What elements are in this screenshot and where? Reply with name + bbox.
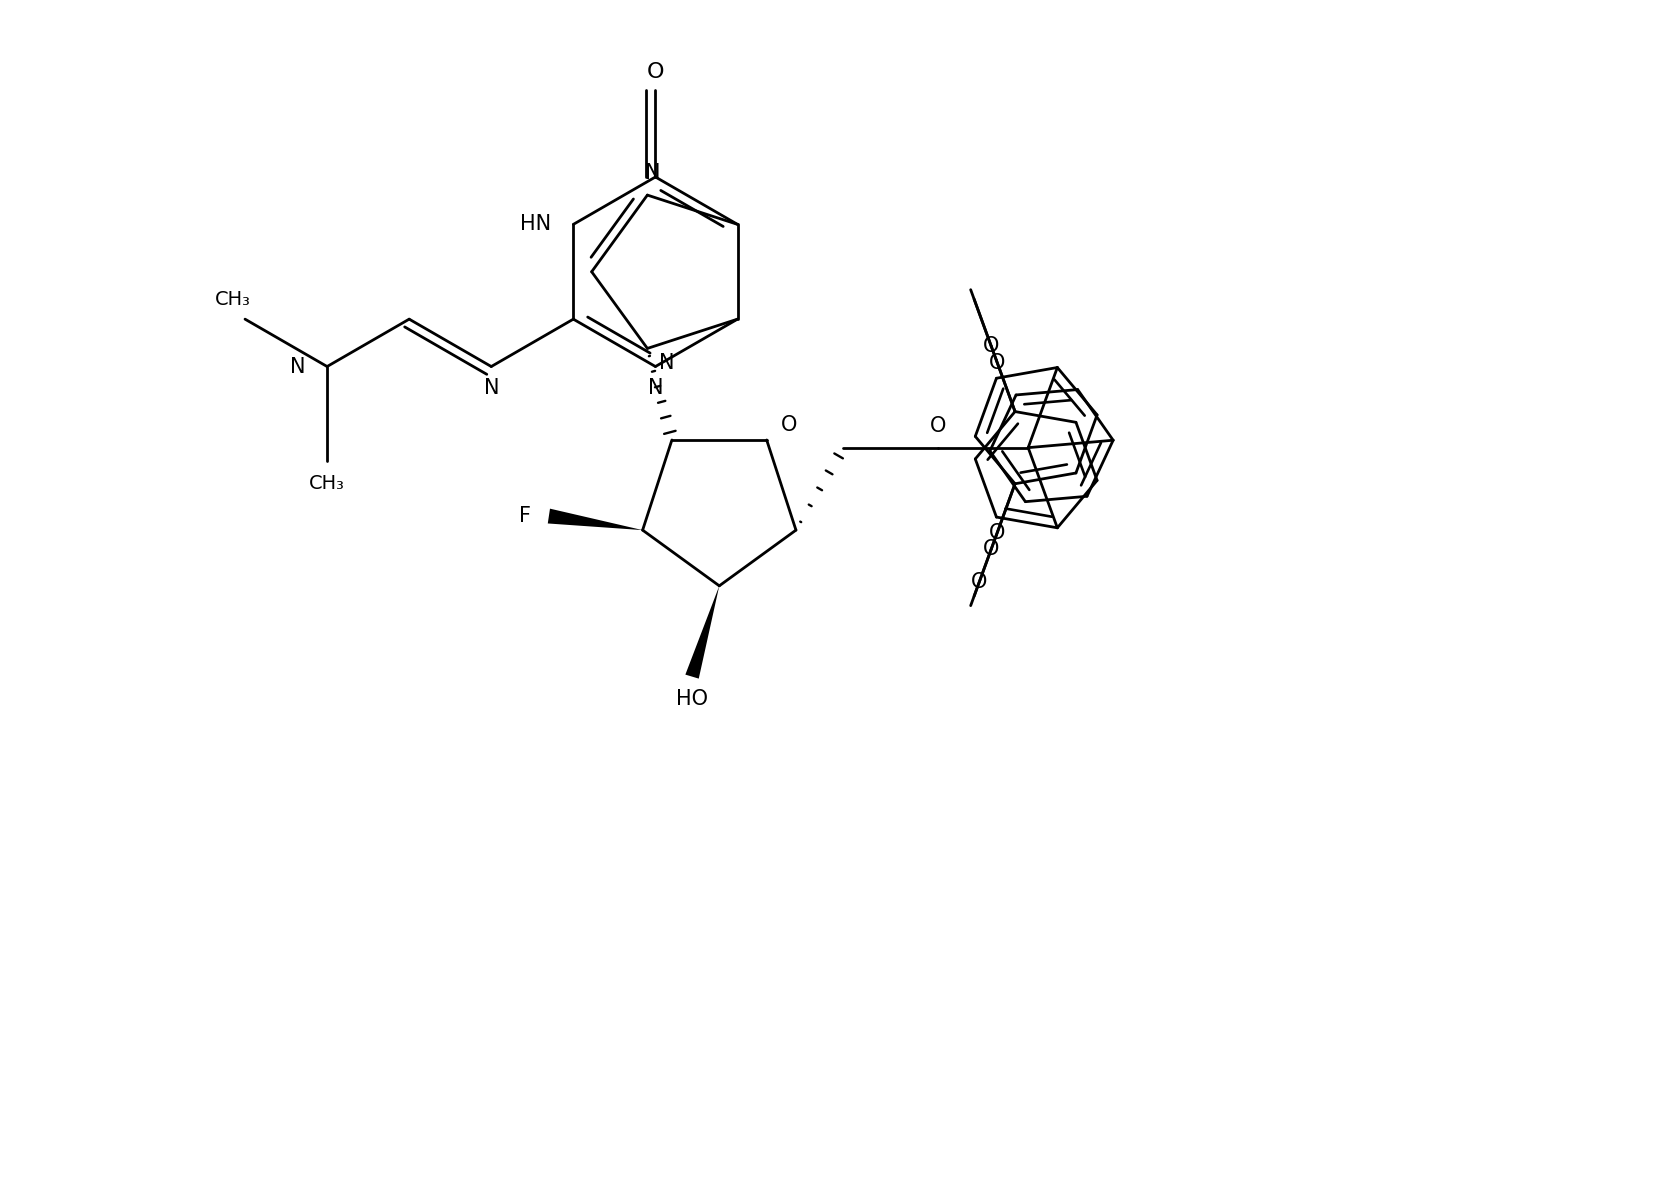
Text: O: O <box>930 416 946 435</box>
Text: O: O <box>983 540 1000 560</box>
Polygon shape <box>685 586 720 678</box>
Text: O: O <box>983 336 1000 356</box>
Text: O: O <box>988 352 1005 372</box>
Text: HN: HN <box>520 215 552 235</box>
Text: CH₃: CH₃ <box>215 289 252 308</box>
Text: O: O <box>780 415 797 435</box>
Text: N: N <box>483 378 498 398</box>
Text: O: O <box>646 62 664 82</box>
Text: HO: HO <box>676 689 708 708</box>
Text: O: O <box>972 572 987 592</box>
Text: N: N <box>648 378 663 398</box>
Text: O: O <box>988 523 1005 542</box>
Text: CH₃: CH₃ <box>309 473 346 492</box>
Polygon shape <box>547 509 643 530</box>
Text: N: N <box>644 164 659 183</box>
Text: F: F <box>519 506 530 527</box>
Text: N: N <box>659 353 675 374</box>
Text: N: N <box>290 357 305 376</box>
